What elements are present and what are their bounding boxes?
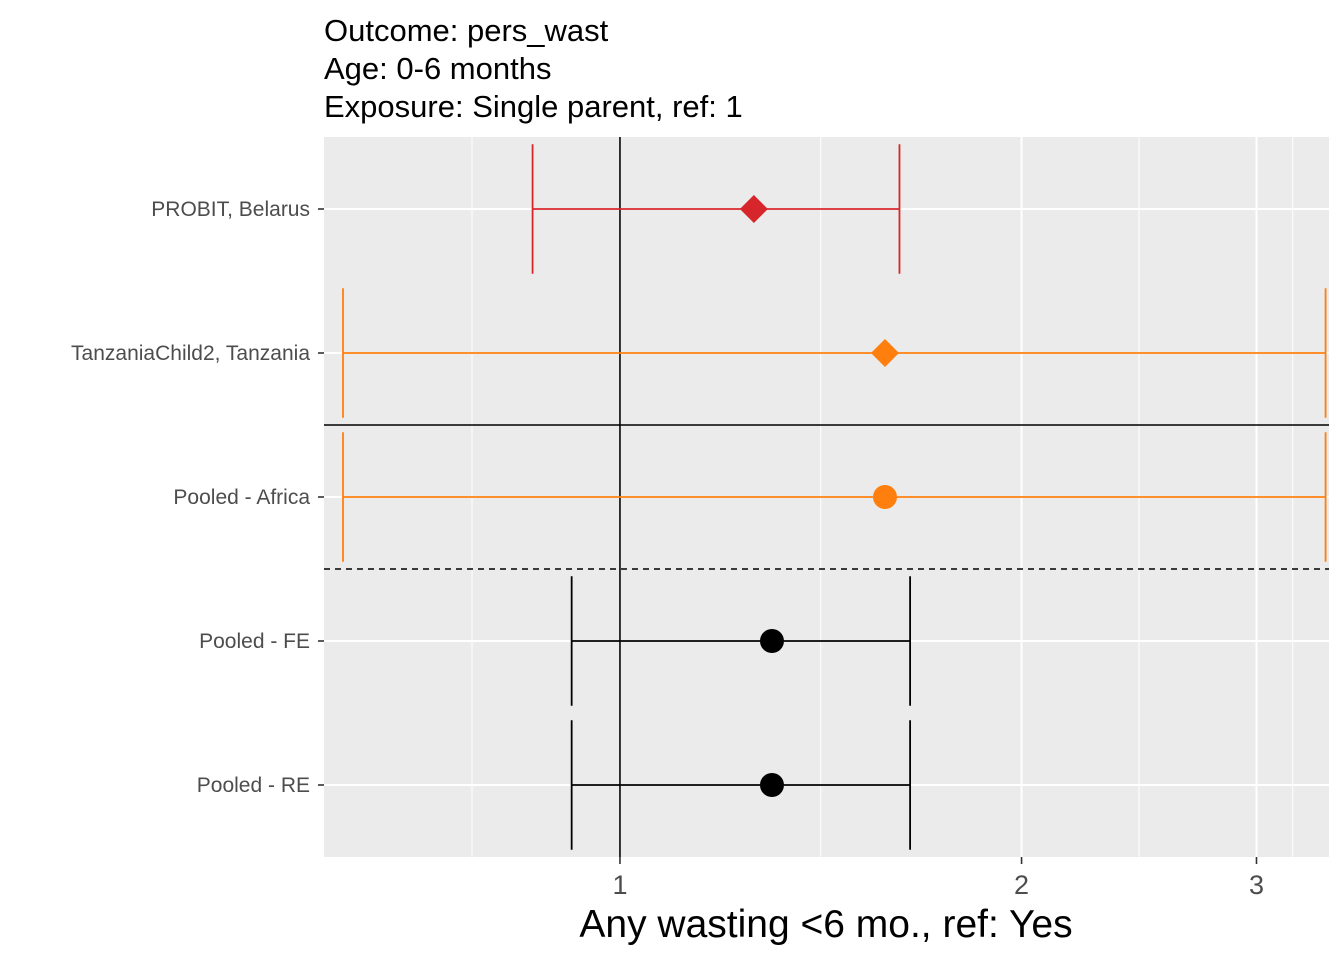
point-estimate-diamond [870, 339, 899, 367]
title-line-age: Age: 0-6 months [324, 51, 551, 86]
estimate-row-3 [570, 576, 912, 706]
y-tick-label: Pooled - RE [197, 774, 310, 797]
title-line-outcome: Outcome: pers_wast [324, 13, 609, 48]
estimate-row-1 [342, 288, 1327, 418]
y-tick-label: PROBIT, Belarus [151, 198, 310, 221]
estimate-row-0 [531, 144, 901, 274]
x-tick-label: 2 [1014, 870, 1029, 900]
chart-title: Outcome: pers_wast Age: 0-6 months Expos… [324, 13, 743, 124]
x-axis-label: Any wasting <6 mo., ref: Yes [579, 903, 1072, 946]
point-estimate-circle [759, 773, 784, 797]
y-tick-label: Pooled - Africa [173, 486, 310, 509]
point-estimate-circle [759, 629, 784, 653]
x-axis: 1 2 3 [612, 857, 1264, 900]
point-estimate-circle [872, 485, 897, 509]
estimate-row-2 [342, 432, 1327, 562]
y-tick-label: TanzaniaChild2, Tanzania [71, 342, 310, 365]
estimate-row-4 [570, 720, 912, 850]
x-tick-label: 3 [1249, 870, 1264, 900]
y-axis: PROBIT, Belarus TanzaniaChild2, Tanzania P… [71, 198, 324, 797]
group-separators [324, 424, 1329, 570]
y-tick-label: Pooled - FE [199, 630, 310, 653]
title-line-exposure: Exposure: Single parent, ref: 1 [324, 89, 743, 124]
point-estimate-diamond [739, 195, 768, 223]
x-tick-label: 1 [612, 870, 627, 900]
estimate-marks [342, 144, 1327, 850]
